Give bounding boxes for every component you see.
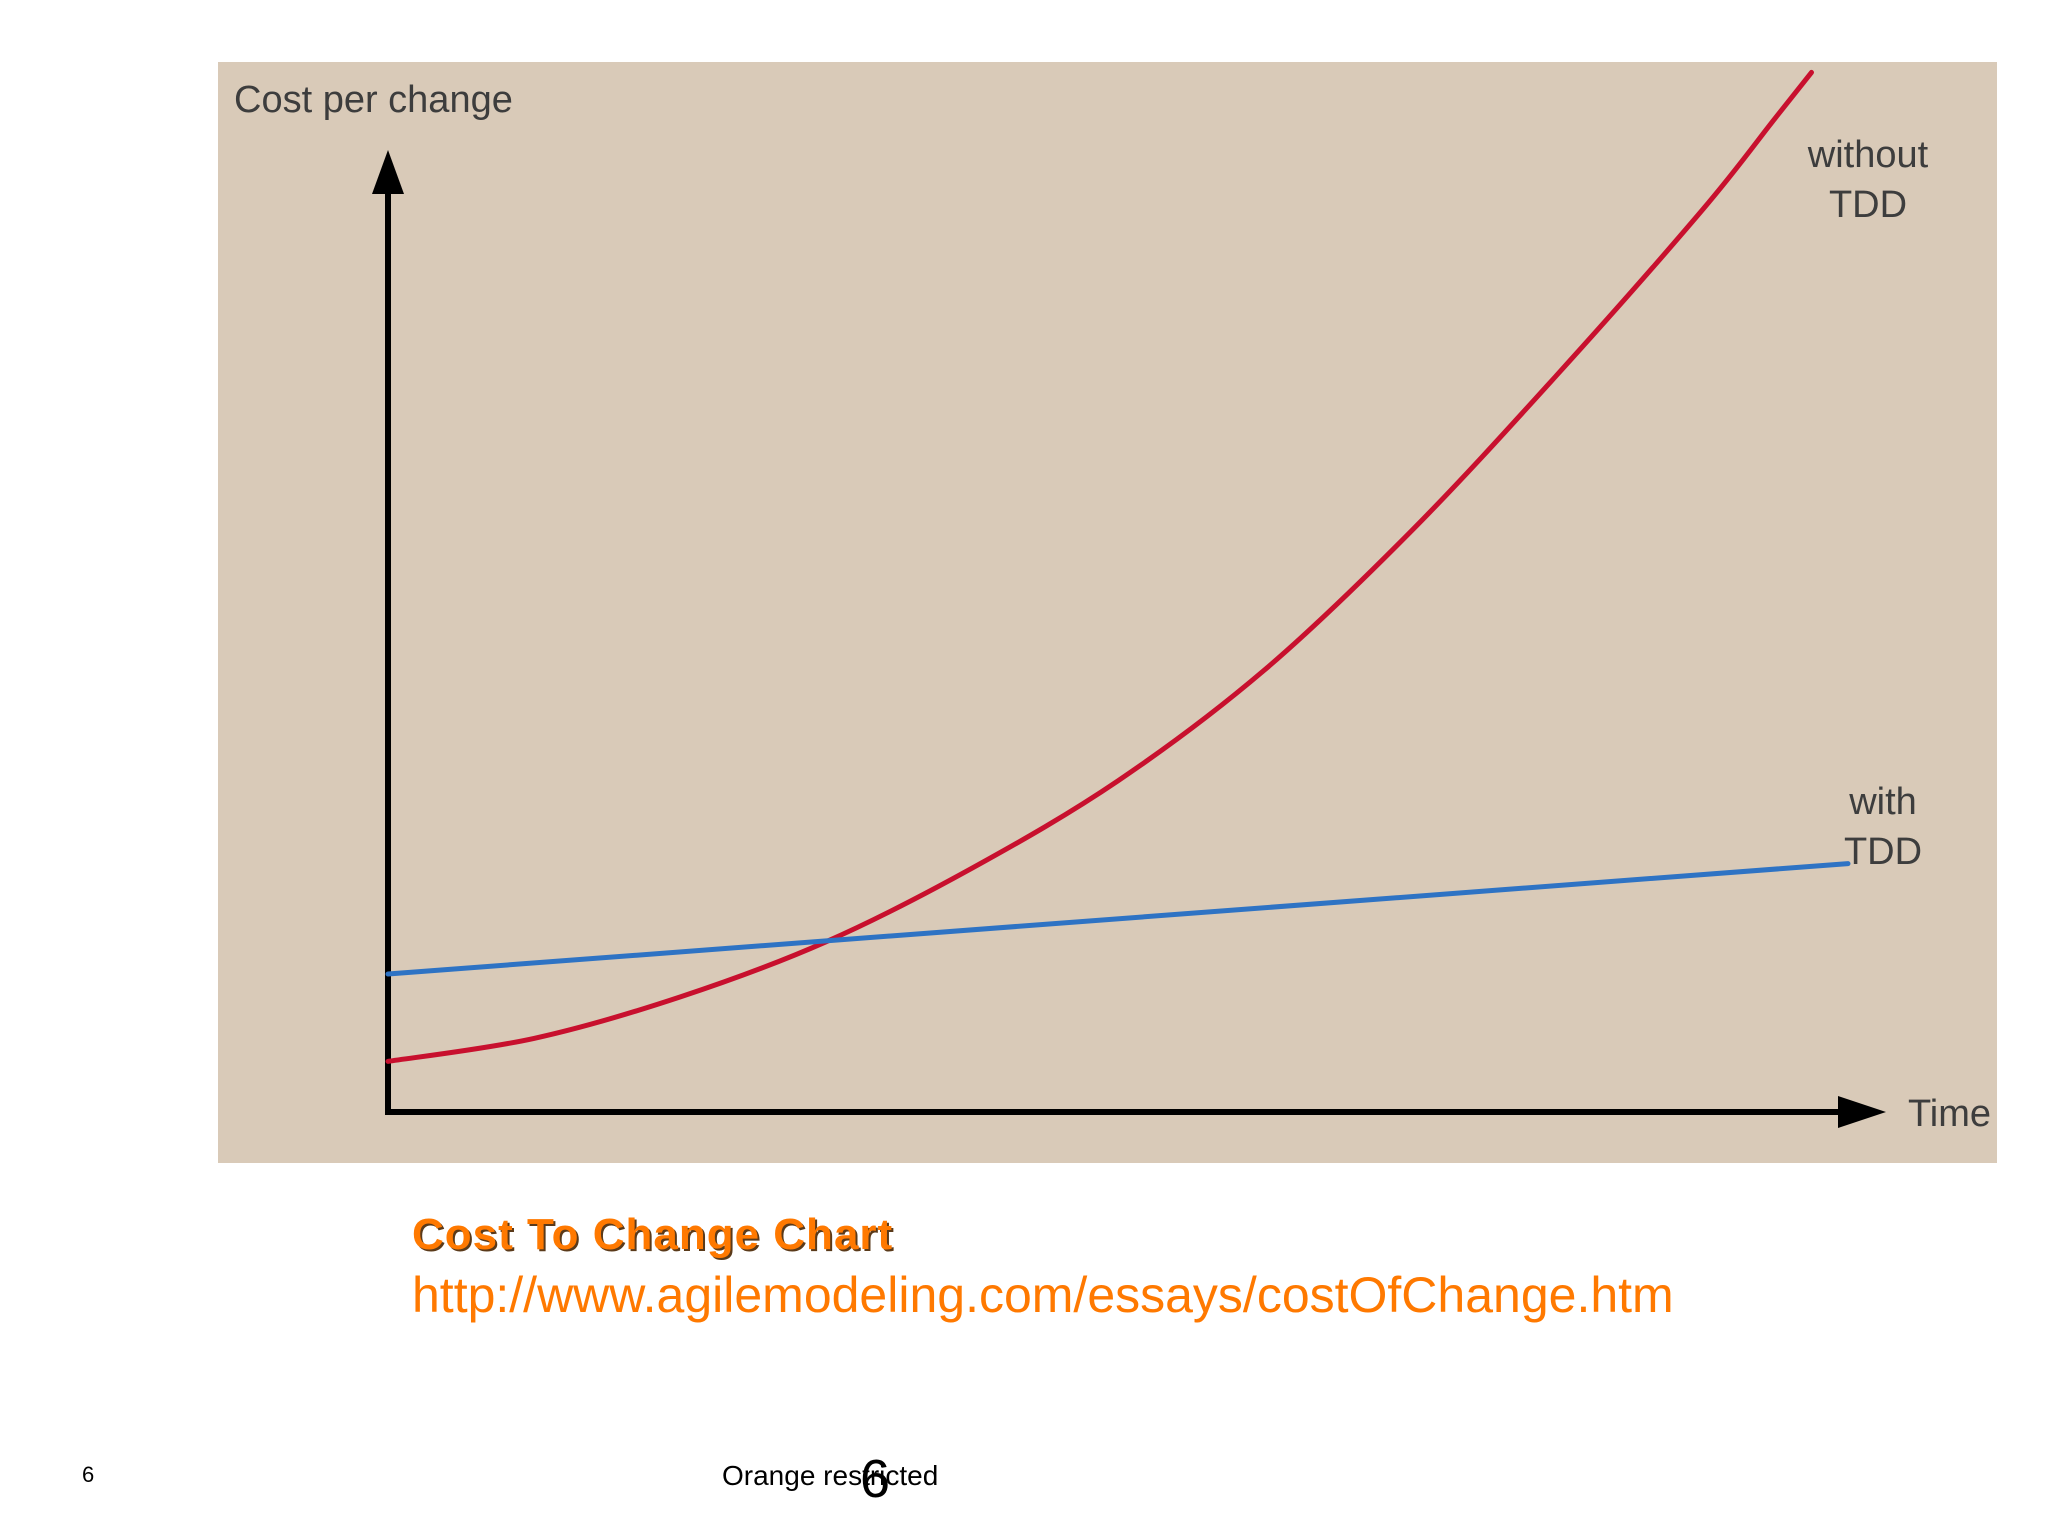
series-line-with-tdd xyxy=(385,861,1851,977)
source-link[interactable]: http://www.agilemodeling.com/essays/cost… xyxy=(412,1267,1674,1323)
series-label-line: without xyxy=(1807,134,1929,176)
footer-label: Orange restricted xyxy=(722,1460,939,1491)
chart-svg: Cost per change Time without TDD with TDD xyxy=(234,69,1991,1135)
series-label-with-tdd: with TDD xyxy=(1844,781,1922,873)
y-axis-arrow xyxy=(372,150,404,194)
series-label-line: with xyxy=(1848,781,1917,823)
series-layer xyxy=(385,69,1851,1064)
series-line-without-tdd xyxy=(385,69,1814,1064)
x-axis-label: Time xyxy=(1908,1093,1991,1135)
y-axis-label: Cost per change xyxy=(234,79,513,121)
x-axis-arrow xyxy=(1838,1096,1886,1128)
caption-title: Cost To Change Chart xyxy=(412,1210,894,1259)
cost-of-change-chart: Cost per change Time without TDD with TDD xyxy=(218,62,1997,1163)
labels-layer: Cost per change Time without TDD with TDD xyxy=(234,79,1991,1135)
axes xyxy=(372,150,1886,1128)
series-label-line: TDD xyxy=(1829,184,1907,226)
series-label-without-tdd: without TDD xyxy=(1807,134,1929,226)
series-label-line: TDD xyxy=(1844,831,1922,873)
page-number: 6 xyxy=(860,1449,891,1509)
slide-number: 6 xyxy=(82,1462,95,1487)
